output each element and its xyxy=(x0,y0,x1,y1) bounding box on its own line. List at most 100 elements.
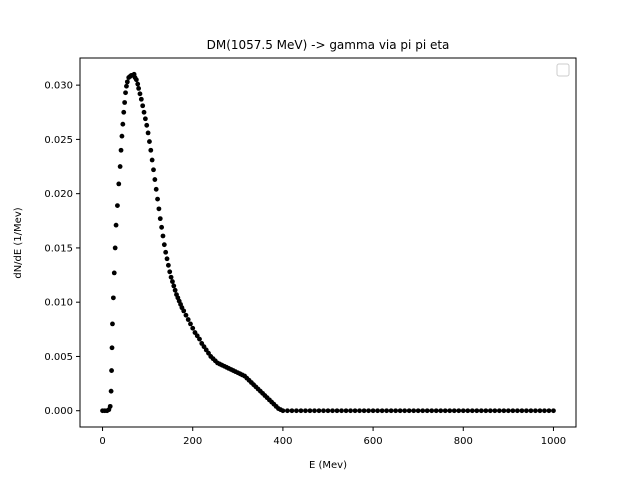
data-point xyxy=(153,186,159,192)
data-point xyxy=(113,222,119,228)
y-tick-label: 0.010 xyxy=(44,298,73,309)
data-point xyxy=(460,408,466,414)
data-point xyxy=(379,408,385,414)
data-point xyxy=(542,408,547,414)
data-point xyxy=(537,408,543,414)
data-point xyxy=(190,325,196,331)
y-tick-label: 0.015 xyxy=(44,243,73,254)
data-point xyxy=(171,283,177,289)
data-point xyxy=(119,133,125,139)
data-point xyxy=(123,90,128,96)
data-point xyxy=(487,408,493,414)
data-point xyxy=(124,83,129,89)
data-point xyxy=(124,79,130,85)
data-point xyxy=(465,408,471,414)
y-tick-label: 0.030 xyxy=(44,81,73,92)
data-point xyxy=(514,408,520,414)
data-point xyxy=(168,274,174,280)
data-point xyxy=(161,242,167,248)
data-point xyxy=(140,103,146,109)
data-point xyxy=(402,408,408,414)
data-point xyxy=(339,408,344,414)
data-point xyxy=(546,408,552,414)
data-point xyxy=(167,269,173,275)
data-point xyxy=(294,408,299,414)
data-point xyxy=(152,177,158,182)
data-point xyxy=(164,256,170,262)
data-point xyxy=(156,206,162,212)
data-point xyxy=(183,312,189,318)
x-axis: 0 200 400 600 800 1000 xyxy=(99,427,566,447)
data-point xyxy=(478,408,484,414)
data-point xyxy=(447,408,453,414)
data-point xyxy=(303,408,308,414)
y-axis-label: dN/dE (1/Mev) xyxy=(13,207,24,278)
data-point xyxy=(433,408,439,414)
data-point xyxy=(496,408,502,414)
y-tick-label: 0.025 xyxy=(44,135,73,146)
data-point xyxy=(110,295,116,301)
data-point xyxy=(185,317,191,322)
x-axis-label: E (Mev) xyxy=(309,460,347,471)
axes-frame xyxy=(79,57,577,428)
data-point xyxy=(451,408,457,414)
legend-box xyxy=(556,63,570,77)
data-point xyxy=(151,167,156,173)
data-point xyxy=(474,408,480,414)
data-point xyxy=(330,408,335,414)
data-point xyxy=(172,287,178,293)
data-point xyxy=(298,408,304,414)
data-point xyxy=(370,408,376,414)
legend xyxy=(556,63,570,77)
x-tick-label: 600 xyxy=(364,436,383,447)
data-point xyxy=(533,408,538,414)
data-points xyxy=(100,71,556,414)
x-tick-label: 800 xyxy=(454,436,473,447)
data-point xyxy=(505,408,511,414)
data-point xyxy=(316,408,322,414)
data-point xyxy=(528,408,534,414)
data-point xyxy=(122,100,128,105)
data-point xyxy=(524,408,529,414)
data-point xyxy=(411,408,417,414)
data-point xyxy=(120,121,126,127)
data-point xyxy=(384,408,390,414)
data-point xyxy=(136,85,142,91)
data-point xyxy=(307,408,313,414)
data-point xyxy=(510,408,516,414)
data-point xyxy=(456,408,462,414)
data-point xyxy=(469,408,475,414)
data-point xyxy=(501,408,507,414)
data-point xyxy=(438,408,444,414)
data-point xyxy=(133,77,139,83)
data-point xyxy=(109,368,114,373)
y-tick-label: 0.000 xyxy=(44,406,73,417)
data-point xyxy=(135,81,141,87)
data-point xyxy=(334,408,340,414)
data-point xyxy=(424,408,430,414)
data-point xyxy=(121,109,127,115)
data-point xyxy=(155,196,160,202)
data-point xyxy=(142,116,148,122)
data-point xyxy=(519,408,525,414)
data-point xyxy=(397,408,403,414)
data-point xyxy=(197,336,202,342)
data-point xyxy=(137,91,143,97)
data-point xyxy=(375,408,380,414)
data-point xyxy=(159,224,165,230)
data-point xyxy=(170,279,175,284)
data-point xyxy=(149,157,155,163)
data-point xyxy=(280,408,286,414)
data-point xyxy=(112,245,118,251)
data-point xyxy=(483,408,489,414)
data-point xyxy=(348,408,353,414)
data-point xyxy=(492,408,498,414)
chart-title: DM(1057.5 MeV) -> gamma via pi pi eta xyxy=(207,38,450,52)
data-point xyxy=(157,216,163,222)
y-tick-label: 0.005 xyxy=(44,352,73,363)
y-axis: 0.000 0.005 0.010 0.015 0.020 0.025 0.030 xyxy=(44,81,80,417)
data-point xyxy=(111,270,117,276)
data-point xyxy=(415,408,421,414)
data-point xyxy=(115,203,120,209)
data-point xyxy=(147,139,152,144)
